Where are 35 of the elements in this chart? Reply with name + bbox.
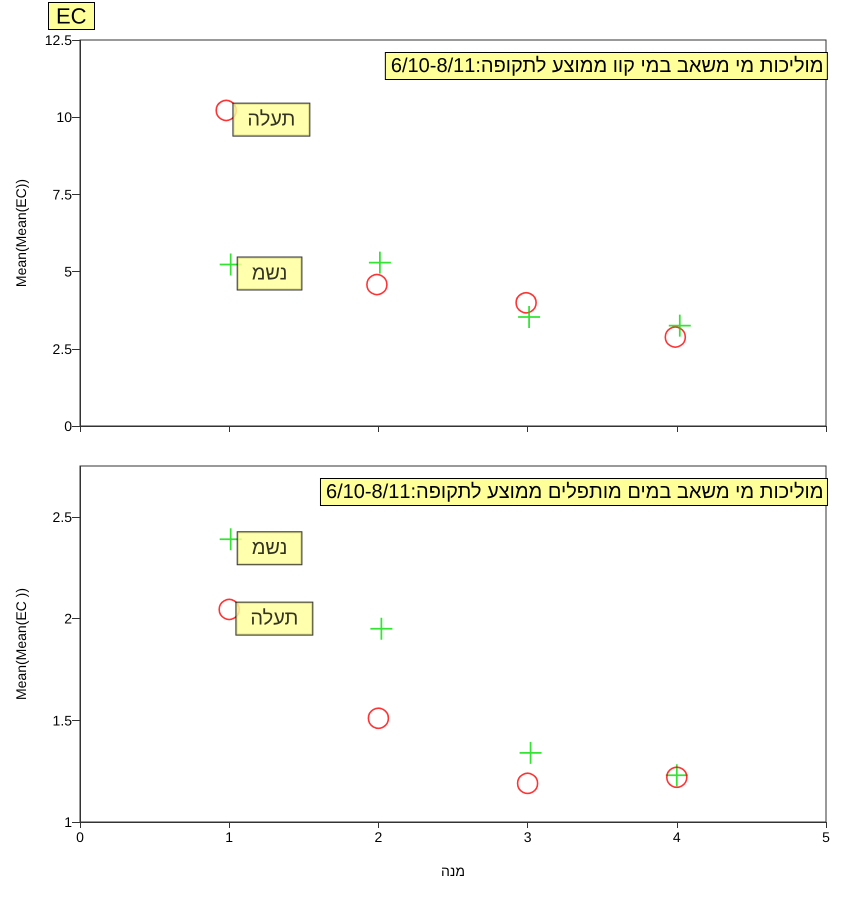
point (518, 306, 540, 328)
y-tick-label: 10 (56, 109, 72, 126)
x-tick-label: 5 (822, 829, 830, 845)
x-tick-label: 3 (524, 829, 532, 845)
text: מוליכות מי משאב במי קוו ממוצע לתקופה:6/10-8/11 (390, 55, 824, 77)
series-label: תעלה (247, 108, 296, 131)
y-tick-label: 0 (64, 418, 72, 434)
x-tick-label: 0 (76, 829, 84, 845)
point (368, 707, 390, 730)
x-tick-label: 4 (672, 829, 681, 845)
point (368, 252, 391, 274)
y-tick-label: 7.5 (52, 186, 72, 202)
series-label: נשמ (252, 262, 288, 284)
y-axis-title: Mean(Mean(EC )) (13, 588, 29, 700)
x-axis-title: מנה (441, 863, 465, 879)
y-axis-title: Mean(Mean(EC)) (13, 178, 29, 288)
y-tick-label: 12.5 (44, 32, 72, 48)
point (516, 772, 538, 794)
text: EC (56, 4, 87, 28)
point (370, 618, 392, 640)
series-label: נשמ (252, 537, 288, 560)
x-tick-label: 1 (225, 829, 234, 845)
y-tick-label: 2.5 (52, 508, 72, 525)
y-tick-label: 2 (64, 610, 72, 627)
y-tick-label: 2.5 (52, 340, 72, 357)
x-tick-label: 2 (374, 829, 382, 845)
y-tick-label: 5 (64, 264, 72, 280)
point (366, 274, 388, 296)
point (664, 326, 686, 348)
series-label: תעלה (250, 608, 298, 630)
y-tick-label: 1 (64, 814, 72, 830)
y-tick-label: 1.5 (52, 712, 72, 728)
point (515, 292, 537, 314)
point (520, 742, 542, 764)
text: מוליכות מי משאב במים מותפלים ממוצע לתקופה:6/10-8/11 (326, 481, 824, 503)
